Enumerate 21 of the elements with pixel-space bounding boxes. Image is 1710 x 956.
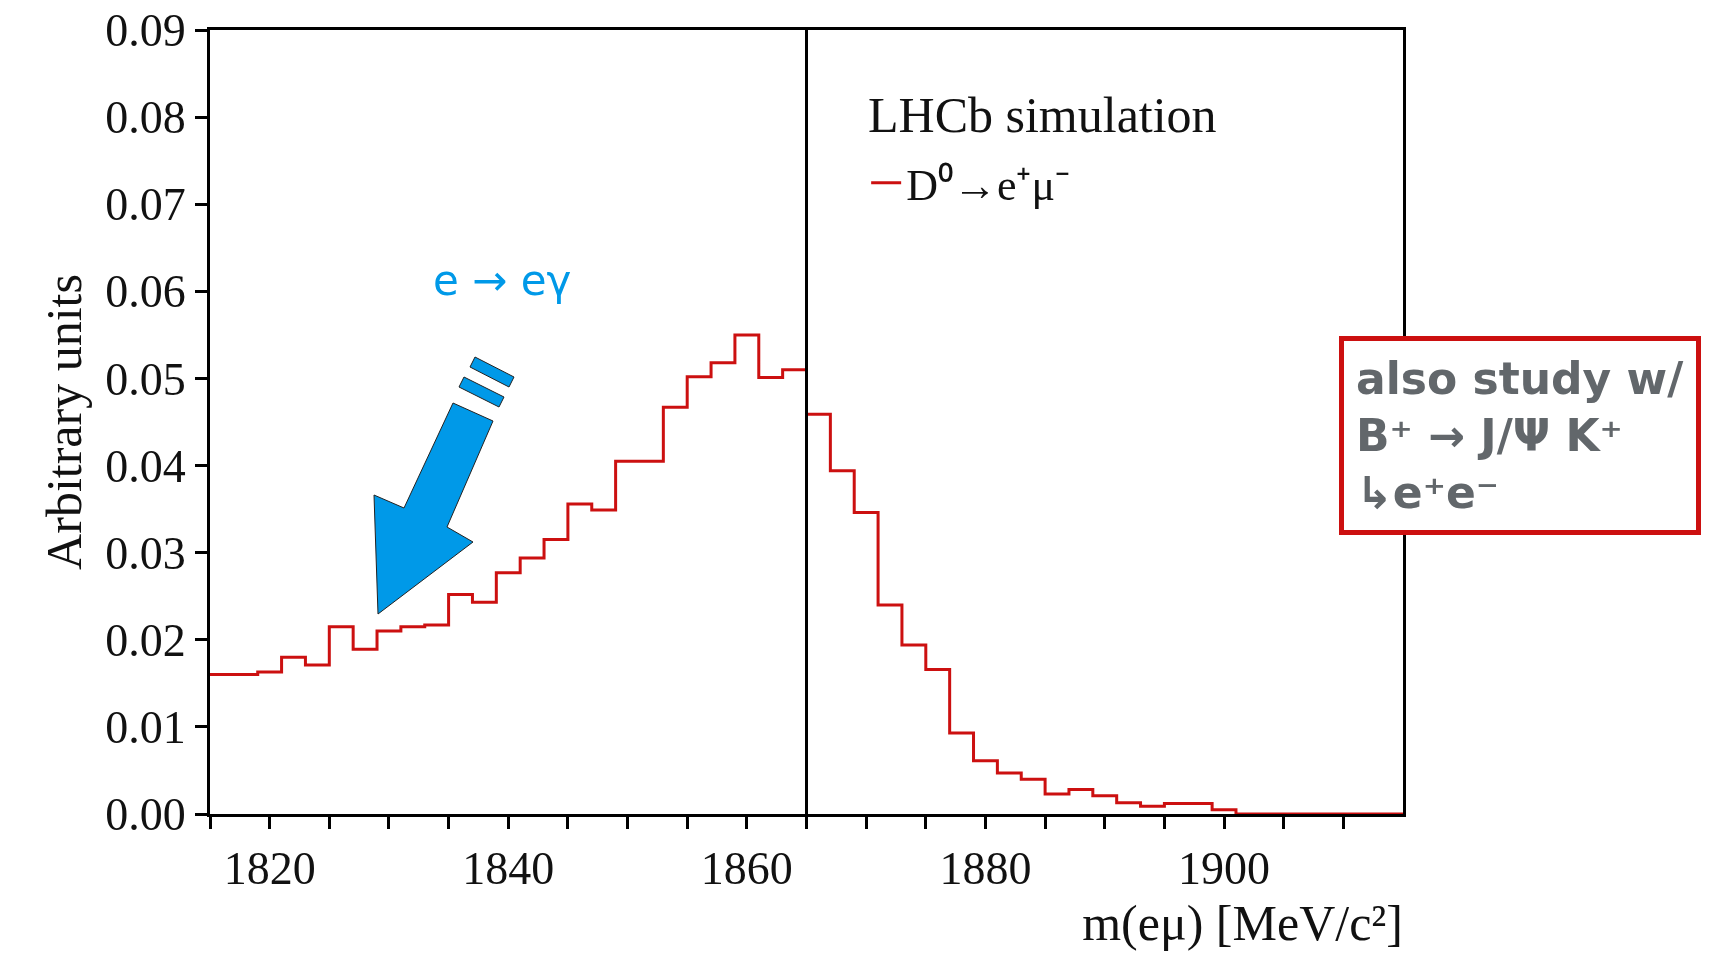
- y-tick-label: 0.08: [105, 92, 186, 144]
- y-tick-label: 0.07: [105, 179, 186, 231]
- y-tick-label: 0.04: [105, 440, 186, 492]
- x-tick-label: 1820: [223, 843, 316, 895]
- legend-label: D⁰→e⁺μ⁻: [906, 160, 1071, 210]
- x-tick-label: 1880: [939, 843, 1032, 895]
- annotation: LHCb simulation: [868, 87, 1217, 143]
- y-tick-label: 0.09: [105, 5, 186, 57]
- x-tick-label: 1840: [462, 843, 555, 895]
- y-tick-label: 0.05: [105, 353, 186, 405]
- y-tick-label: 0.01: [105, 701, 186, 753]
- y-axis-title: Arbitrary units: [36, 274, 93, 570]
- x-tick-label: 1860: [700, 843, 793, 895]
- annotation: also study w/ B⁺ → J/Ψ K⁺ ↳e⁺e⁻: [1356, 353, 1685, 519]
- annotation: e → eγ: [433, 256, 572, 305]
- x-tick-label: 1900: [1178, 843, 1271, 895]
- y-tick-label: 0.06: [105, 266, 186, 318]
- y-tick-label: 0.03: [105, 527, 186, 579]
- y-tick-label: 0.02: [105, 614, 186, 666]
- y-tick-label: 0.00: [105, 789, 186, 841]
- x-axis-title: m(eμ) [MeV/c²]: [1082, 894, 1403, 951]
